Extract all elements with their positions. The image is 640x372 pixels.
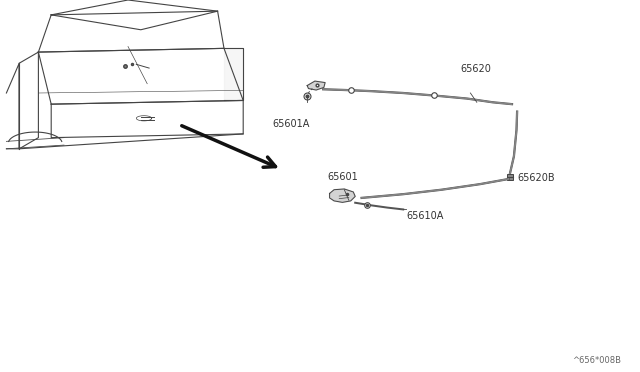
Text: 65601: 65601 [327,172,358,182]
Text: ^656*008B: ^656*008B [572,356,621,365]
Polygon shape [224,48,243,100]
Polygon shape [307,81,325,90]
Text: 65601A: 65601A [273,119,310,129]
Polygon shape [330,189,355,202]
Text: 65620B: 65620B [517,173,555,183]
Text: 65620: 65620 [461,64,492,74]
Text: 65610A: 65610A [406,211,444,221]
